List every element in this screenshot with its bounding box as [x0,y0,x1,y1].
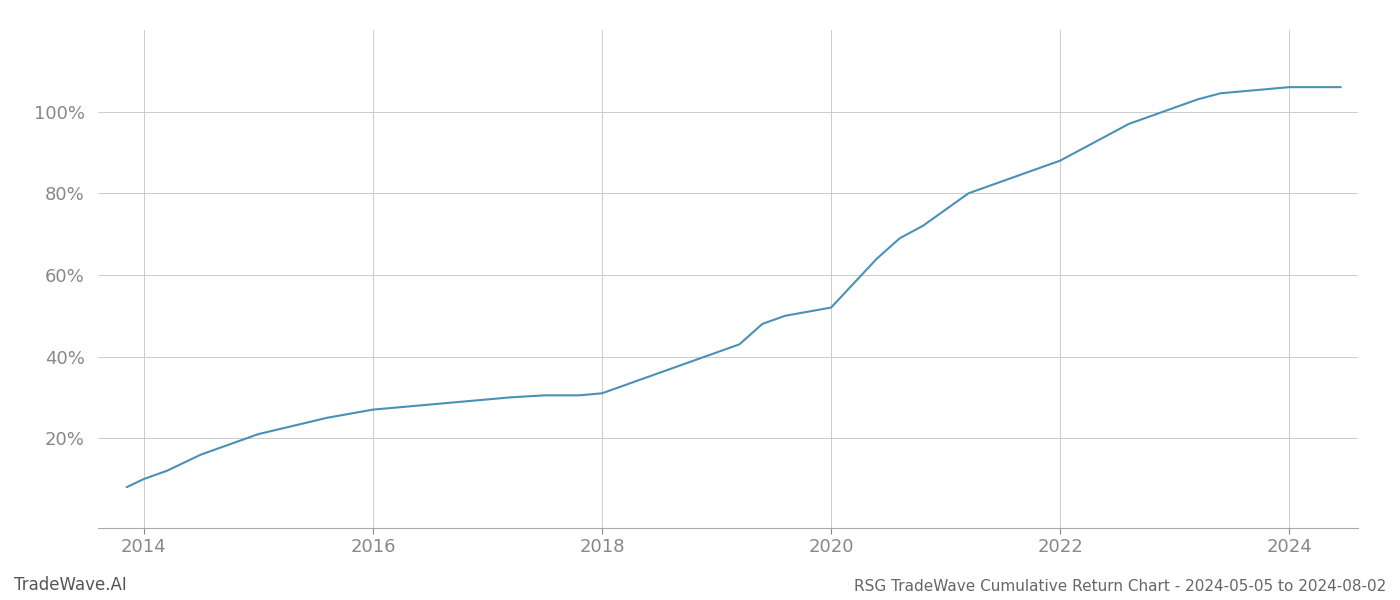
Text: RSG TradeWave Cumulative Return Chart - 2024-05-05 to 2024-08-02: RSG TradeWave Cumulative Return Chart - … [854,579,1386,594]
Text: TradeWave.AI: TradeWave.AI [14,576,127,594]
